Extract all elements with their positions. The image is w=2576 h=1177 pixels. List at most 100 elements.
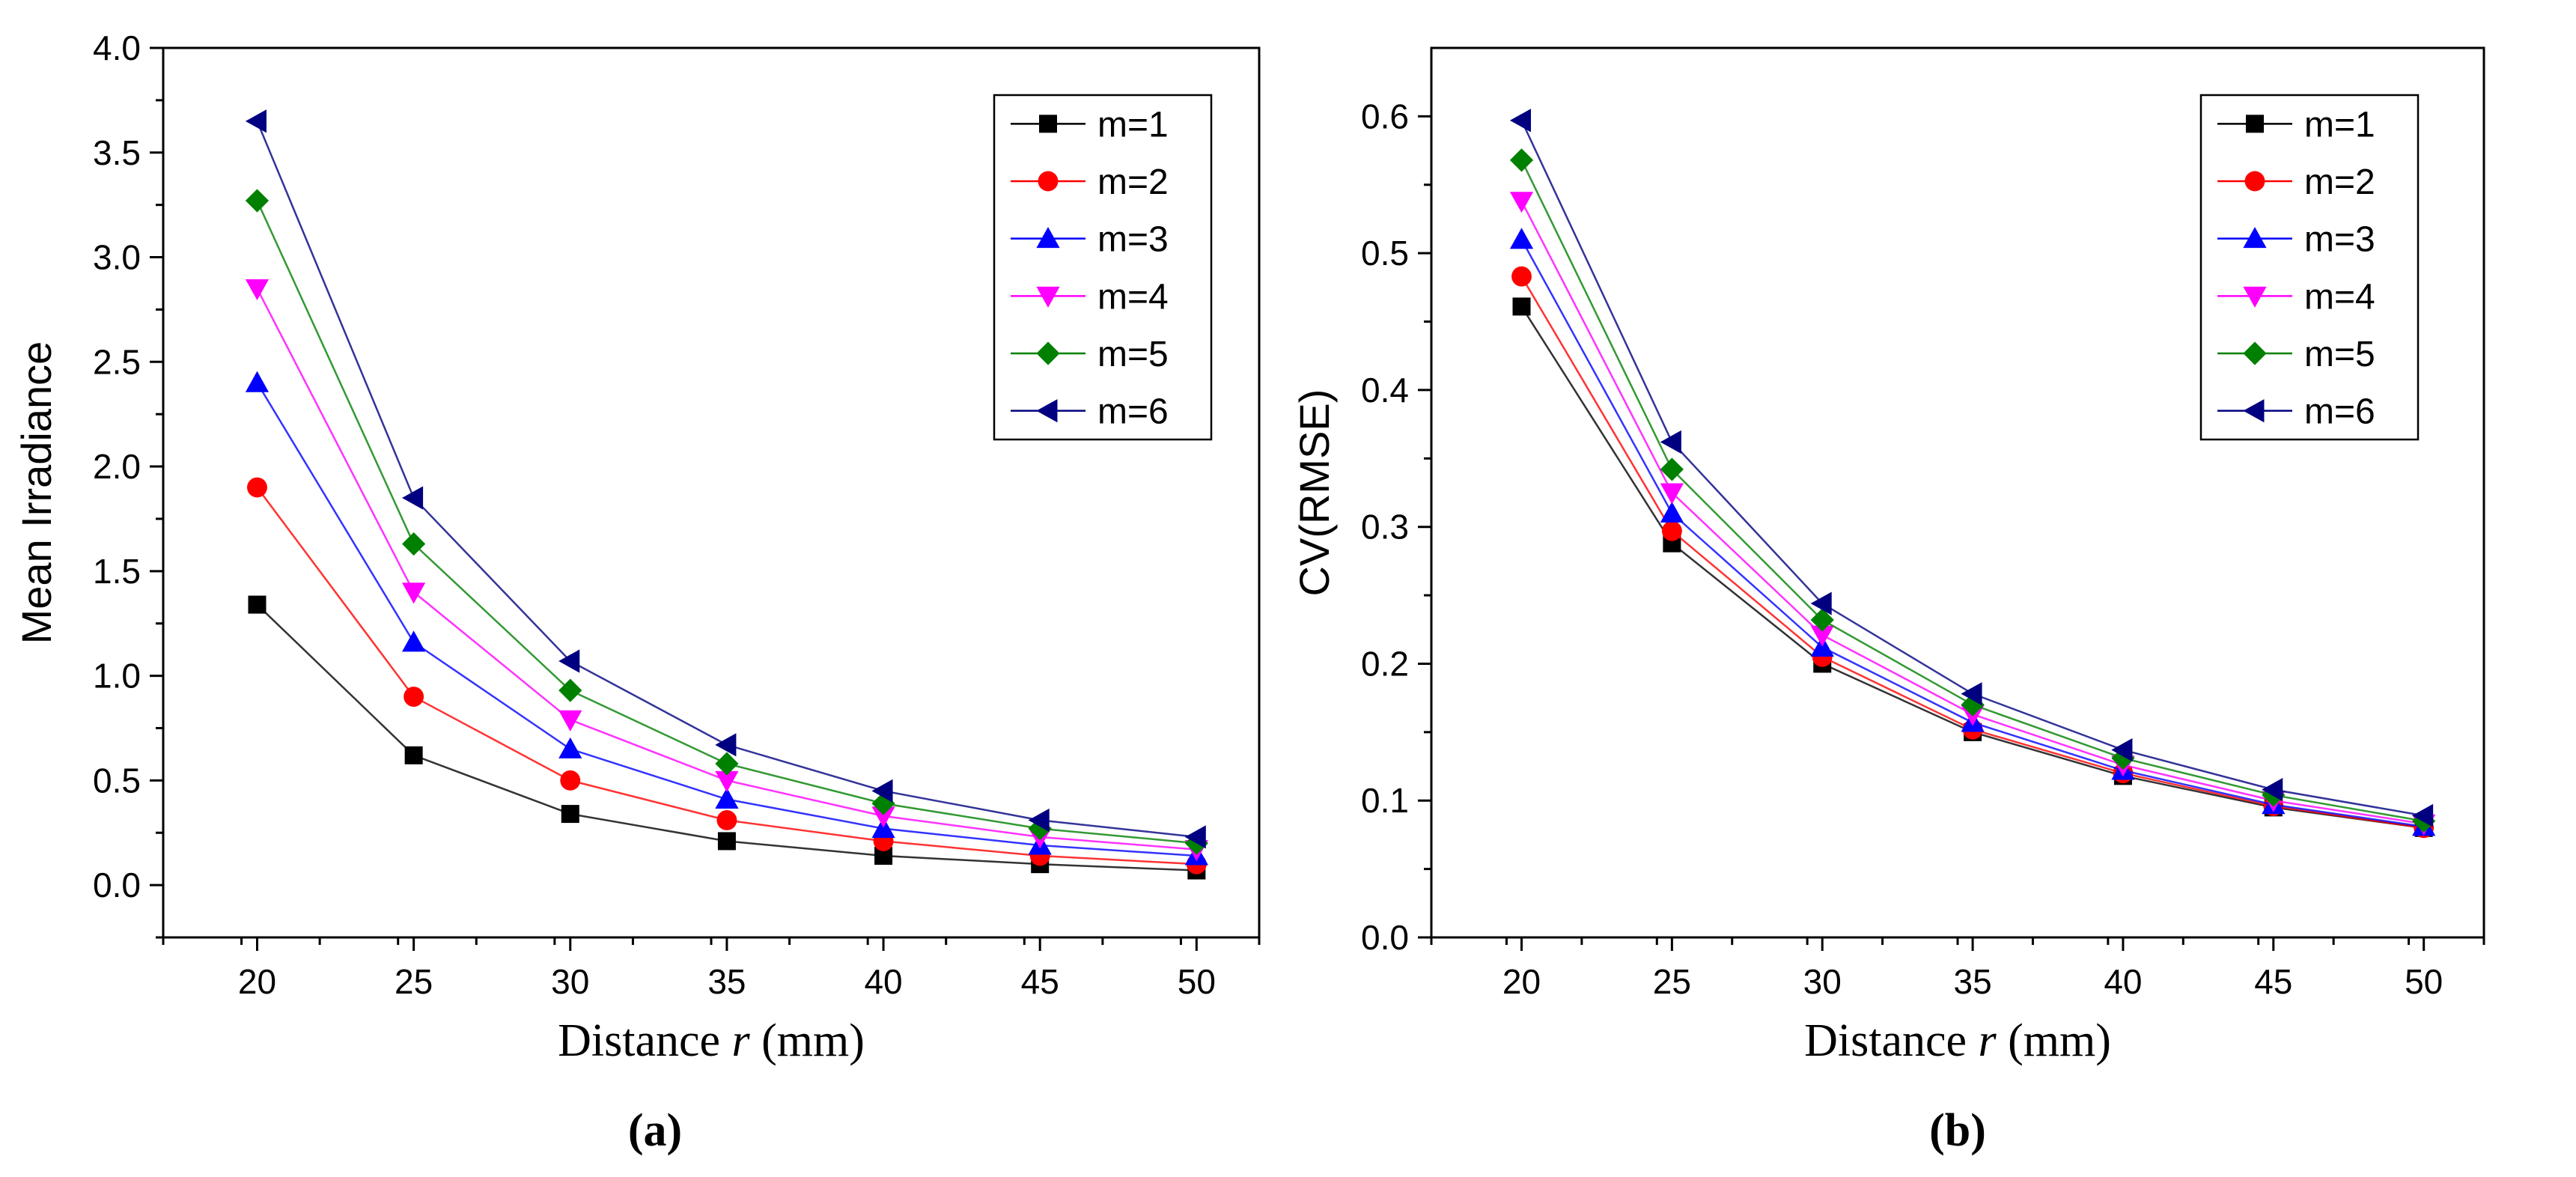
data-point [1810,625,1834,647]
data-point [558,649,580,673]
data-point [245,109,267,133]
y-tick-label: 3.0 [93,238,141,277]
x-tick-label: 50 [2405,962,2443,1001]
legend-box [2199,94,2420,441]
legend-label: m=5 [1097,335,1169,374]
series-m-6 [245,109,1206,849]
y-tick-label: 0.6 [1361,97,1409,136]
x-tick-label: 20 [1502,962,1541,1001]
legend: m=1 m=2 m=3 m=4 m=5 m=6 [2199,94,2420,441]
data-point [871,806,895,828]
data-point [871,779,893,803]
chart-panel-b: 20 25 30 35 40 45 50 0.0 0.1 0.2 0.3 0.4 0.5 0.6 CV(RM… [1291,46,2485,1156]
y-tick-label: 0.5 [93,761,141,800]
y-tick-label: 0.0 [93,866,141,904]
data-point [716,810,737,830]
legend-label: m=3 [1097,220,1169,260]
y-tick-label: 1.0 [93,657,141,696]
data-point [1660,430,1681,454]
data-point [1511,266,1532,287]
data-point [1660,501,1684,523]
legend-label: m=6 [1097,392,1169,432]
y-tick-label: 2.0 [93,447,141,486]
panel-label: (a) [628,1105,682,1156]
legend-marker [1039,115,1057,133]
data-point [558,710,582,732]
x-tick-label: 45 [2254,962,2292,1001]
data-point [2262,778,2283,802]
data-point [1509,109,1531,133]
data-point [1509,192,1534,213]
y-tick-label: 0.0 [1361,918,1409,957]
legend-marker [2243,286,2267,308]
panel-label: (b) [1929,1105,1986,1156]
legend-marker [1038,171,1059,192]
legend-marker [1036,286,1060,308]
data-point [245,371,270,392]
data-point [1509,228,1534,249]
data-point [558,737,582,758]
y-tick-label: 4.0 [93,28,141,67]
x-tick-label: 35 [707,962,746,1001]
data-point [245,279,270,301]
data-point [402,486,424,510]
x-axis-label-variable: r [732,1015,751,1066]
legend-label: m=1 [1097,105,1169,145]
x-tick-label: 45 [1021,962,1059,1001]
legend-label: m=6 [2304,392,2375,432]
data-point [404,687,424,707]
chart-panel-a: 20 25 30 35 40 45 50 0.0 0.5 1.0 1.5 2.0 2.5 3.0 3.5 4.… [13,28,1261,1156]
x-tick-label: 30 [1803,962,1842,1001]
x-axis-label-prefix: Distance [1804,1015,1978,1066]
data-point [560,770,581,791]
data-point [715,733,737,757]
x-tick-label: 25 [1653,962,1691,1001]
legend-marker [1036,399,1058,423]
data-point [402,583,426,604]
y-tick-label: 0.4 [1361,371,1409,410]
x-tick-label: 40 [2104,962,2142,1001]
data-point [1810,591,1832,615]
legend-marker [2244,171,2265,192]
legend-label: m=5 [2304,335,2375,374]
data-point [248,595,267,614]
data-point [1660,457,1684,481]
data-point [1661,520,1682,541]
legend-marker [1036,227,1060,249]
y-tick-label: 3.5 [93,133,141,172]
legend-label: m=2 [1097,162,1169,202]
legend-marker [2246,115,2264,133]
legend-marker [2243,227,2267,249]
data-point [561,805,579,824]
y-tick-label: 0.3 [1361,508,1409,547]
data-point [1509,148,1534,172]
x-tick-label: 25 [395,962,433,1001]
y-tick-label: 0.2 [1361,644,1409,683]
data-point [558,678,582,702]
x-axis-label-variable: r [1979,1015,1997,1066]
y-tick-label: 1.5 [93,552,141,591]
data-point [715,752,739,776]
legend-label: m=4 [2304,277,2375,317]
data-point [2412,803,2434,827]
data-point [1810,608,1834,632]
series-m-2 [247,477,1207,875]
x-axis-label: Distance r (mm) [558,1015,865,1066]
x-tick-label: 30 [551,962,589,1001]
data-point [1028,808,1050,833]
data-point [245,189,270,213]
data-point [247,477,267,498]
legend-label: m=2 [2304,162,2375,202]
data-point [715,787,739,809]
data-point [1184,825,1206,849]
data-point [715,770,739,792]
legend-box [993,94,1213,441]
data-point [2111,738,2133,762]
legend: m=1 m=2 m=3 m=4 m=5 m=6 [993,94,1213,441]
legend-label: m=1 [2304,105,2375,145]
x-axis-label-unit: (mm) [1997,1015,2111,1066]
legend-label: m=4 [1097,277,1169,317]
y-tick-label: 0.5 [1361,234,1409,273]
x-tick-label: 40 [864,962,902,1001]
